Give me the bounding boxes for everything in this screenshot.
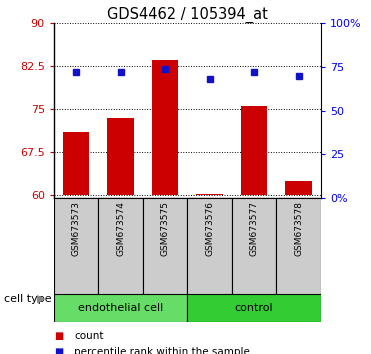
Bar [196,194,223,195]
Bar [187,198,232,294]
Text: control: control [235,303,273,313]
Text: count: count [74,331,104,341]
Text: ▶: ▶ [37,294,46,304]
Text: endothelial cell: endothelial cell [78,303,163,313]
Text: GSM673573: GSM673573 [72,201,81,256]
Text: GSM673576: GSM673576 [205,201,214,256]
Text: ■: ■ [54,347,63,354]
Text: cell type: cell type [4,294,51,304]
Text: GSM673575: GSM673575 [161,201,170,256]
Bar [232,198,276,294]
Text: ■: ■ [54,331,63,341]
Bar [143,198,187,294]
Title: GDS4462 / 105394_at: GDS4462 / 105394_at [107,7,268,23]
Bar [241,106,267,195]
Bar [276,198,321,294]
Bar [187,294,321,322]
Bar [54,294,187,322]
Text: GSM673578: GSM673578 [294,201,303,256]
Bar [54,198,98,294]
Bar [98,198,143,294]
Bar [285,181,312,195]
Text: GSM673574: GSM673574 [116,201,125,256]
Bar [107,118,134,195]
Text: GSM673577: GSM673577 [250,201,259,256]
Text: percentile rank within the sample: percentile rank within the sample [74,347,250,354]
Bar [63,132,89,195]
Bar [152,60,178,195]
